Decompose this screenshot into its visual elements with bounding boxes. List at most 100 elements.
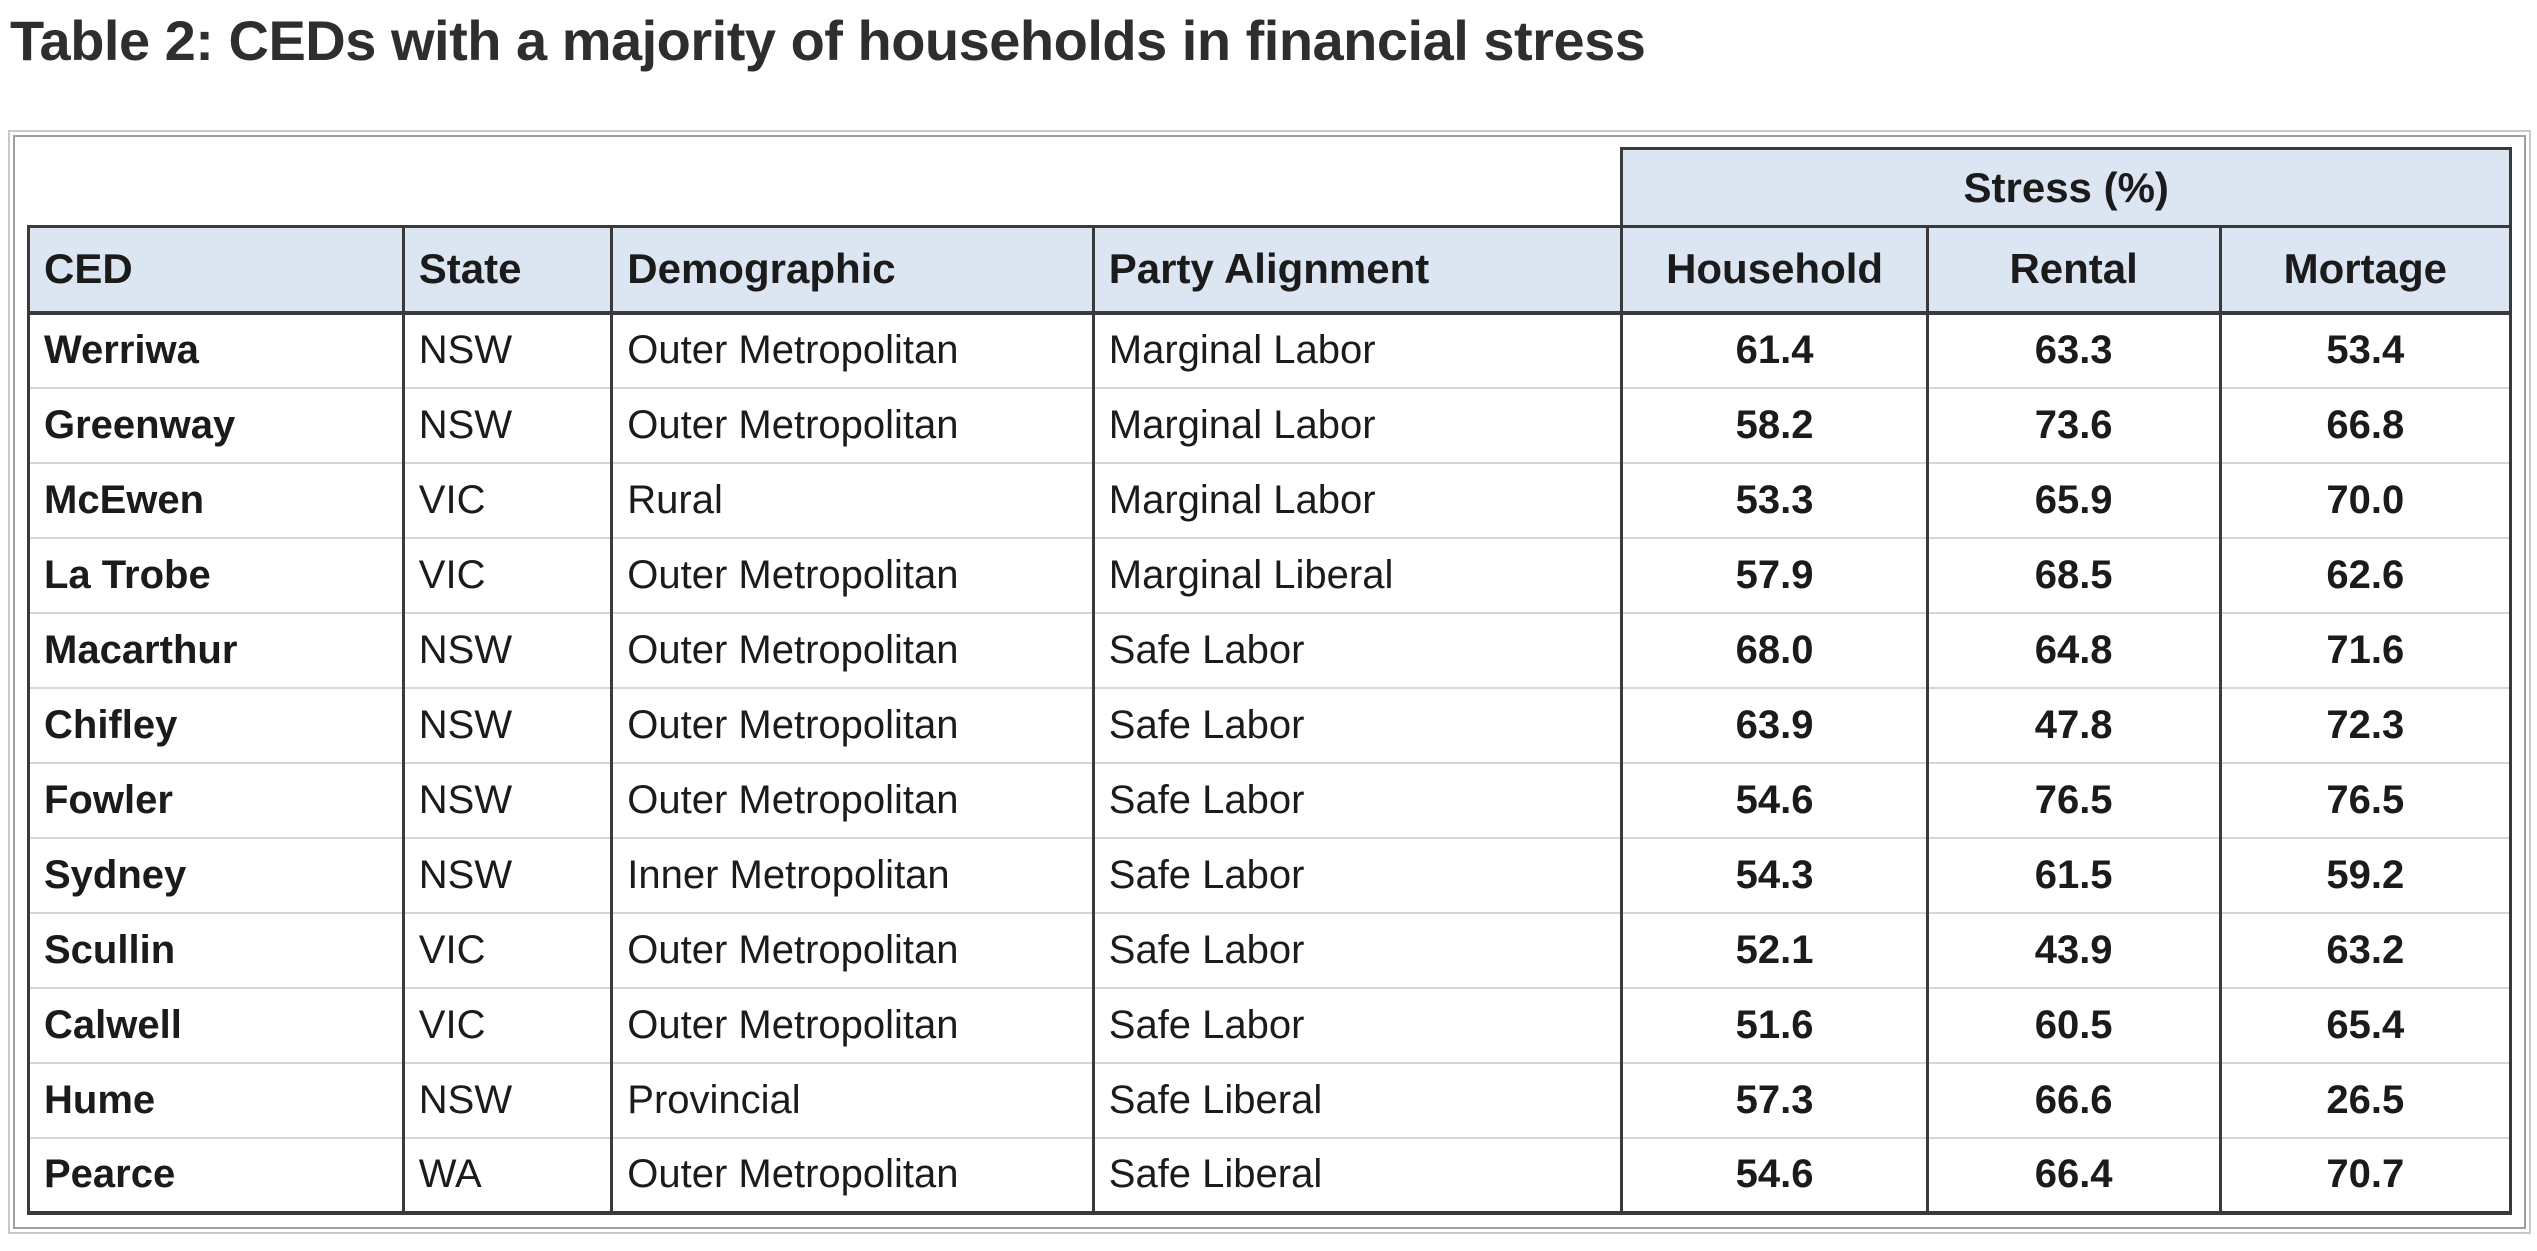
cell-ced: Hume [27,1061,405,1139]
cell-household-stress: 54.3 [1620,836,1929,914]
cell-party-alignment: Safe Labor [1091,761,1624,839]
cell-household-stress: 58.2 [1620,386,1929,464]
cell-mortage-stress: 26.5 [2218,1061,2513,1139]
cell-party-alignment: Marginal Labor [1091,461,1624,539]
cell-mortage-stress: 59.2 [2218,836,2513,914]
table-inner-frame: Stress (%) CED State Demographic Party A… [13,135,2526,1229]
cell-rental-stress: 73.6 [1925,386,2222,464]
page: Table 2: CEDs with a majority of househo… [0,10,2537,1234]
table-head: Stress (%) CED State Demographic Party A… [27,147,2513,315]
cell-rental-stress: 60.5 [1925,986,2222,1064]
cell-demographic: Outer Metropolitan [610,536,1095,614]
cell-demographic: Outer Metropolitan [610,311,1095,389]
cell-rental-stress: 76.5 [1925,761,2222,839]
cell-party-alignment: Marginal Labor [1091,311,1624,389]
cell-demographic: Provincial [610,1061,1095,1139]
cell-mortage-stress: 70.0 [2218,461,2513,539]
cell-household-stress: 61.4 [1620,311,1929,389]
cell-mortage-stress: 63.2 [2218,911,2513,989]
cell-demographic: Outer Metropolitan [610,911,1095,989]
cell-rental-stress: 66.6 [1925,1061,2222,1139]
table-outer-frame: Stress (%) CED State Demographic Party A… [8,130,2531,1234]
cell-ced: Chifley [27,686,405,764]
table-row: Fowler NSW Outer Metropolitan Safe Labor… [27,761,2513,839]
table-row: Hume NSW Provincial Safe Liberal 57.3 66… [27,1061,2513,1139]
table-row: Pearce WA Outer Metropolitan Safe Libera… [27,1136,2513,1215]
table-row: La Trobe VIC Outer Metropolitan Marginal… [27,536,2513,614]
cell-state: NSW [401,686,614,764]
cell-demographic: Outer Metropolitan [610,1136,1095,1215]
table-row: Chifley NSW Outer Metropolitan Safe Labo… [27,686,2513,764]
cell-state: VIC [401,911,614,989]
cell-demographic: Rural [610,461,1095,539]
cell-mortage-stress: 72.3 [2218,686,2513,764]
cell-state: NSW [401,311,614,389]
cell-ced: Calwell [27,986,405,1064]
cell-demographic: Outer Metropolitan [610,986,1095,1064]
cell-ced: McEwen [27,461,405,539]
cell-state: VIC [401,461,614,539]
cell-household-stress: 57.9 [1620,536,1929,614]
header-mortage: Mortage [2218,225,2513,315]
table-row: Calwell VIC Outer Metropolitan Safe Labo… [27,986,2513,1064]
blank-spacer-cell [28,148,1622,227]
cell-mortage-stress: 66.8 [2218,386,2513,464]
cell-party-alignment: Safe Labor [1091,911,1624,989]
cell-household-stress: 54.6 [1620,1136,1929,1215]
header-demographic: Demographic [610,225,1095,315]
table-row: McEwen VIC Rural Marginal Labor 53.3 65.… [27,461,2513,539]
header-rental: Rental [1925,225,2222,315]
cell-state: NSW [401,1061,614,1139]
cell-mortage-stress: 65.4 [2218,986,2513,1064]
cell-party-alignment: Marginal Labor [1091,386,1624,464]
cell-ced: Macarthur [27,611,405,689]
cell-state: NSW [401,836,614,914]
cell-state: VIC [401,986,614,1064]
cell-party-alignment: Safe Labor [1091,611,1624,689]
cell-demographic: Outer Metropolitan [610,611,1095,689]
cell-ced: Sydney [27,836,405,914]
cell-party-alignment: Safe Liberal [1091,1061,1624,1139]
cell-ced: La Trobe [27,536,405,614]
cell-rental-stress: 63.3 [1925,311,2222,389]
cell-state: NSW [401,761,614,839]
cell-household-stress: 57.3 [1620,1061,1929,1139]
cell-rental-stress: 43.9 [1925,911,2222,989]
table-row: Scullin VIC Outer Metropolitan Safe Labo… [27,911,2513,989]
cell-rental-stress: 65.9 [1925,461,2222,539]
cell-rental-stress: 47.8 [1925,686,2222,764]
cell-rental-stress: 64.8 [1925,611,2222,689]
table-row: Greenway NSW Outer Metropolitan Marginal… [27,386,2513,464]
header-ced: CED [27,225,405,315]
header-party-alignment: Party Alignment [1091,225,1624,315]
cell-party-alignment: Safe Labor [1091,836,1624,914]
cell-mortage-stress: 76.5 [2218,761,2513,839]
cell-demographic: Outer Metropolitan [610,686,1095,764]
cell-ced: Werriwa [27,311,405,389]
header-household: Household [1620,225,1929,315]
cell-household-stress: 53.3 [1620,461,1929,539]
table-row: Sydney NSW Inner Metropolitan Safe Labor… [27,836,2513,914]
cell-rental-stress: 68.5 [1925,536,2222,614]
cell-household-stress: 52.1 [1620,911,1929,989]
cell-demographic: Inner Metropolitan [610,836,1095,914]
cell-household-stress: 54.6 [1620,761,1929,839]
cell-mortage-stress: 71.6 [2218,611,2513,689]
cell-household-stress: 68.0 [1620,611,1929,689]
stress-group-header: Stress (%) [1620,147,2512,228]
cell-state: NSW [401,611,614,689]
cell-ced: Scullin [27,911,405,989]
group-header-row: Stress (%) [28,147,2512,228]
cell-party-alignment: Marginal Liberal [1091,536,1624,614]
table-row: Werriwa NSW Outer Metropolitan Marginal … [27,311,2513,389]
cell-rental-stress: 66.4 [1925,1136,2222,1215]
cell-mortage-stress: 53.4 [2218,311,2513,389]
header-state: State [401,225,614,315]
cell-ced: Greenway [27,386,405,464]
cell-party-alignment: Safe Labor [1091,986,1624,1064]
cell-state: NSW [401,386,614,464]
cell-party-alignment: Safe Liberal [1091,1136,1624,1215]
cell-ced: Fowler [27,761,405,839]
cell-state: WA [401,1136,614,1215]
cell-household-stress: 63.9 [1620,686,1929,764]
